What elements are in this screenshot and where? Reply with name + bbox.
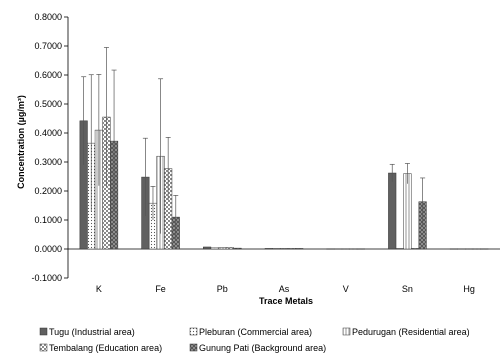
bar [326, 248, 335, 250]
legend-swatch [342, 327, 351, 336]
bar [295, 248, 304, 250]
legend-swatch [189, 327, 198, 336]
y-tick-label: 0.4000 [34, 128, 62, 138]
x-tick-label: K [96, 284, 102, 294]
bar [403, 173, 412, 250]
y-tick-label: 0.2000 [34, 186, 62, 196]
x-tick-label: V [343, 284, 349, 294]
y-tick-label: 0.0000 [34, 244, 62, 254]
x-tick-label: Hg [463, 284, 475, 294]
bar [287, 248, 296, 250]
x-tick-label: Fe [155, 284, 166, 294]
bar [349, 248, 358, 250]
legend-swatch [39, 343, 48, 352]
y-tick-label: 0.8000 [34, 12, 62, 22]
legend: Tugu (Industrial area) Pleburan (Commerci… [39, 327, 470, 353]
error-bars [81, 47, 426, 239]
y-axis: -0.1000 0.0000 0.1000 0.2000 0.3000 0.4000 0.5… [31, 12, 69, 283]
bar [465, 248, 474, 250]
bar [356, 248, 365, 250]
bar [272, 248, 281, 250]
legend-swatch [189, 343, 198, 352]
bar [225, 247, 234, 250]
bar [210, 247, 219, 250]
bar [218, 247, 227, 250]
legend-label: Tembalang (Education area) [49, 343, 162, 353]
bar [264, 248, 273, 250]
bar [334, 248, 343, 250]
bars [79, 116, 489, 250]
y-tick-label: 0.6000 [34, 70, 62, 80]
y-tick-label: 0.7000 [34, 41, 62, 51]
y-tick-label: 0.3000 [34, 157, 62, 167]
x-tick-label: Sn [402, 284, 413, 294]
x-tick-label: Pb [217, 284, 228, 294]
y-tick-label: 0.5000 [34, 99, 62, 109]
bar [410, 248, 420, 250]
bar [341, 248, 350, 250]
legend-label: Gunung Pati (Background area) [199, 343, 326, 353]
x-axis: K Fe Pb As V Sn Hg [68, 248, 500, 294]
y-axis-title: Concentration (µg/m³) [16, 95, 26, 189]
bar [233, 247, 242, 250]
bar [457, 248, 466, 250]
legend-swatch [39, 327, 48, 336]
y-tick-label: -0.1000 [31, 273, 62, 283]
legend-label: Tugu (Industrial area) [49, 327, 135, 337]
x-axis-title: Trace Metals [259, 296, 313, 306]
bar [472, 248, 481, 250]
bar [279, 248, 289, 250]
legend-label: Pleburan (Commercial area) [199, 327, 312, 337]
legend-label: Pedurugan (Residential area) [352, 327, 470, 337]
bar [449, 248, 458, 250]
x-tick-label: As [279, 284, 290, 294]
bar [203, 246, 212, 250]
bar [395, 248, 404, 250]
y-tick-label: 0.1000 [34, 215, 62, 225]
bar [480, 248, 489, 250]
bar [388, 172, 397, 250]
